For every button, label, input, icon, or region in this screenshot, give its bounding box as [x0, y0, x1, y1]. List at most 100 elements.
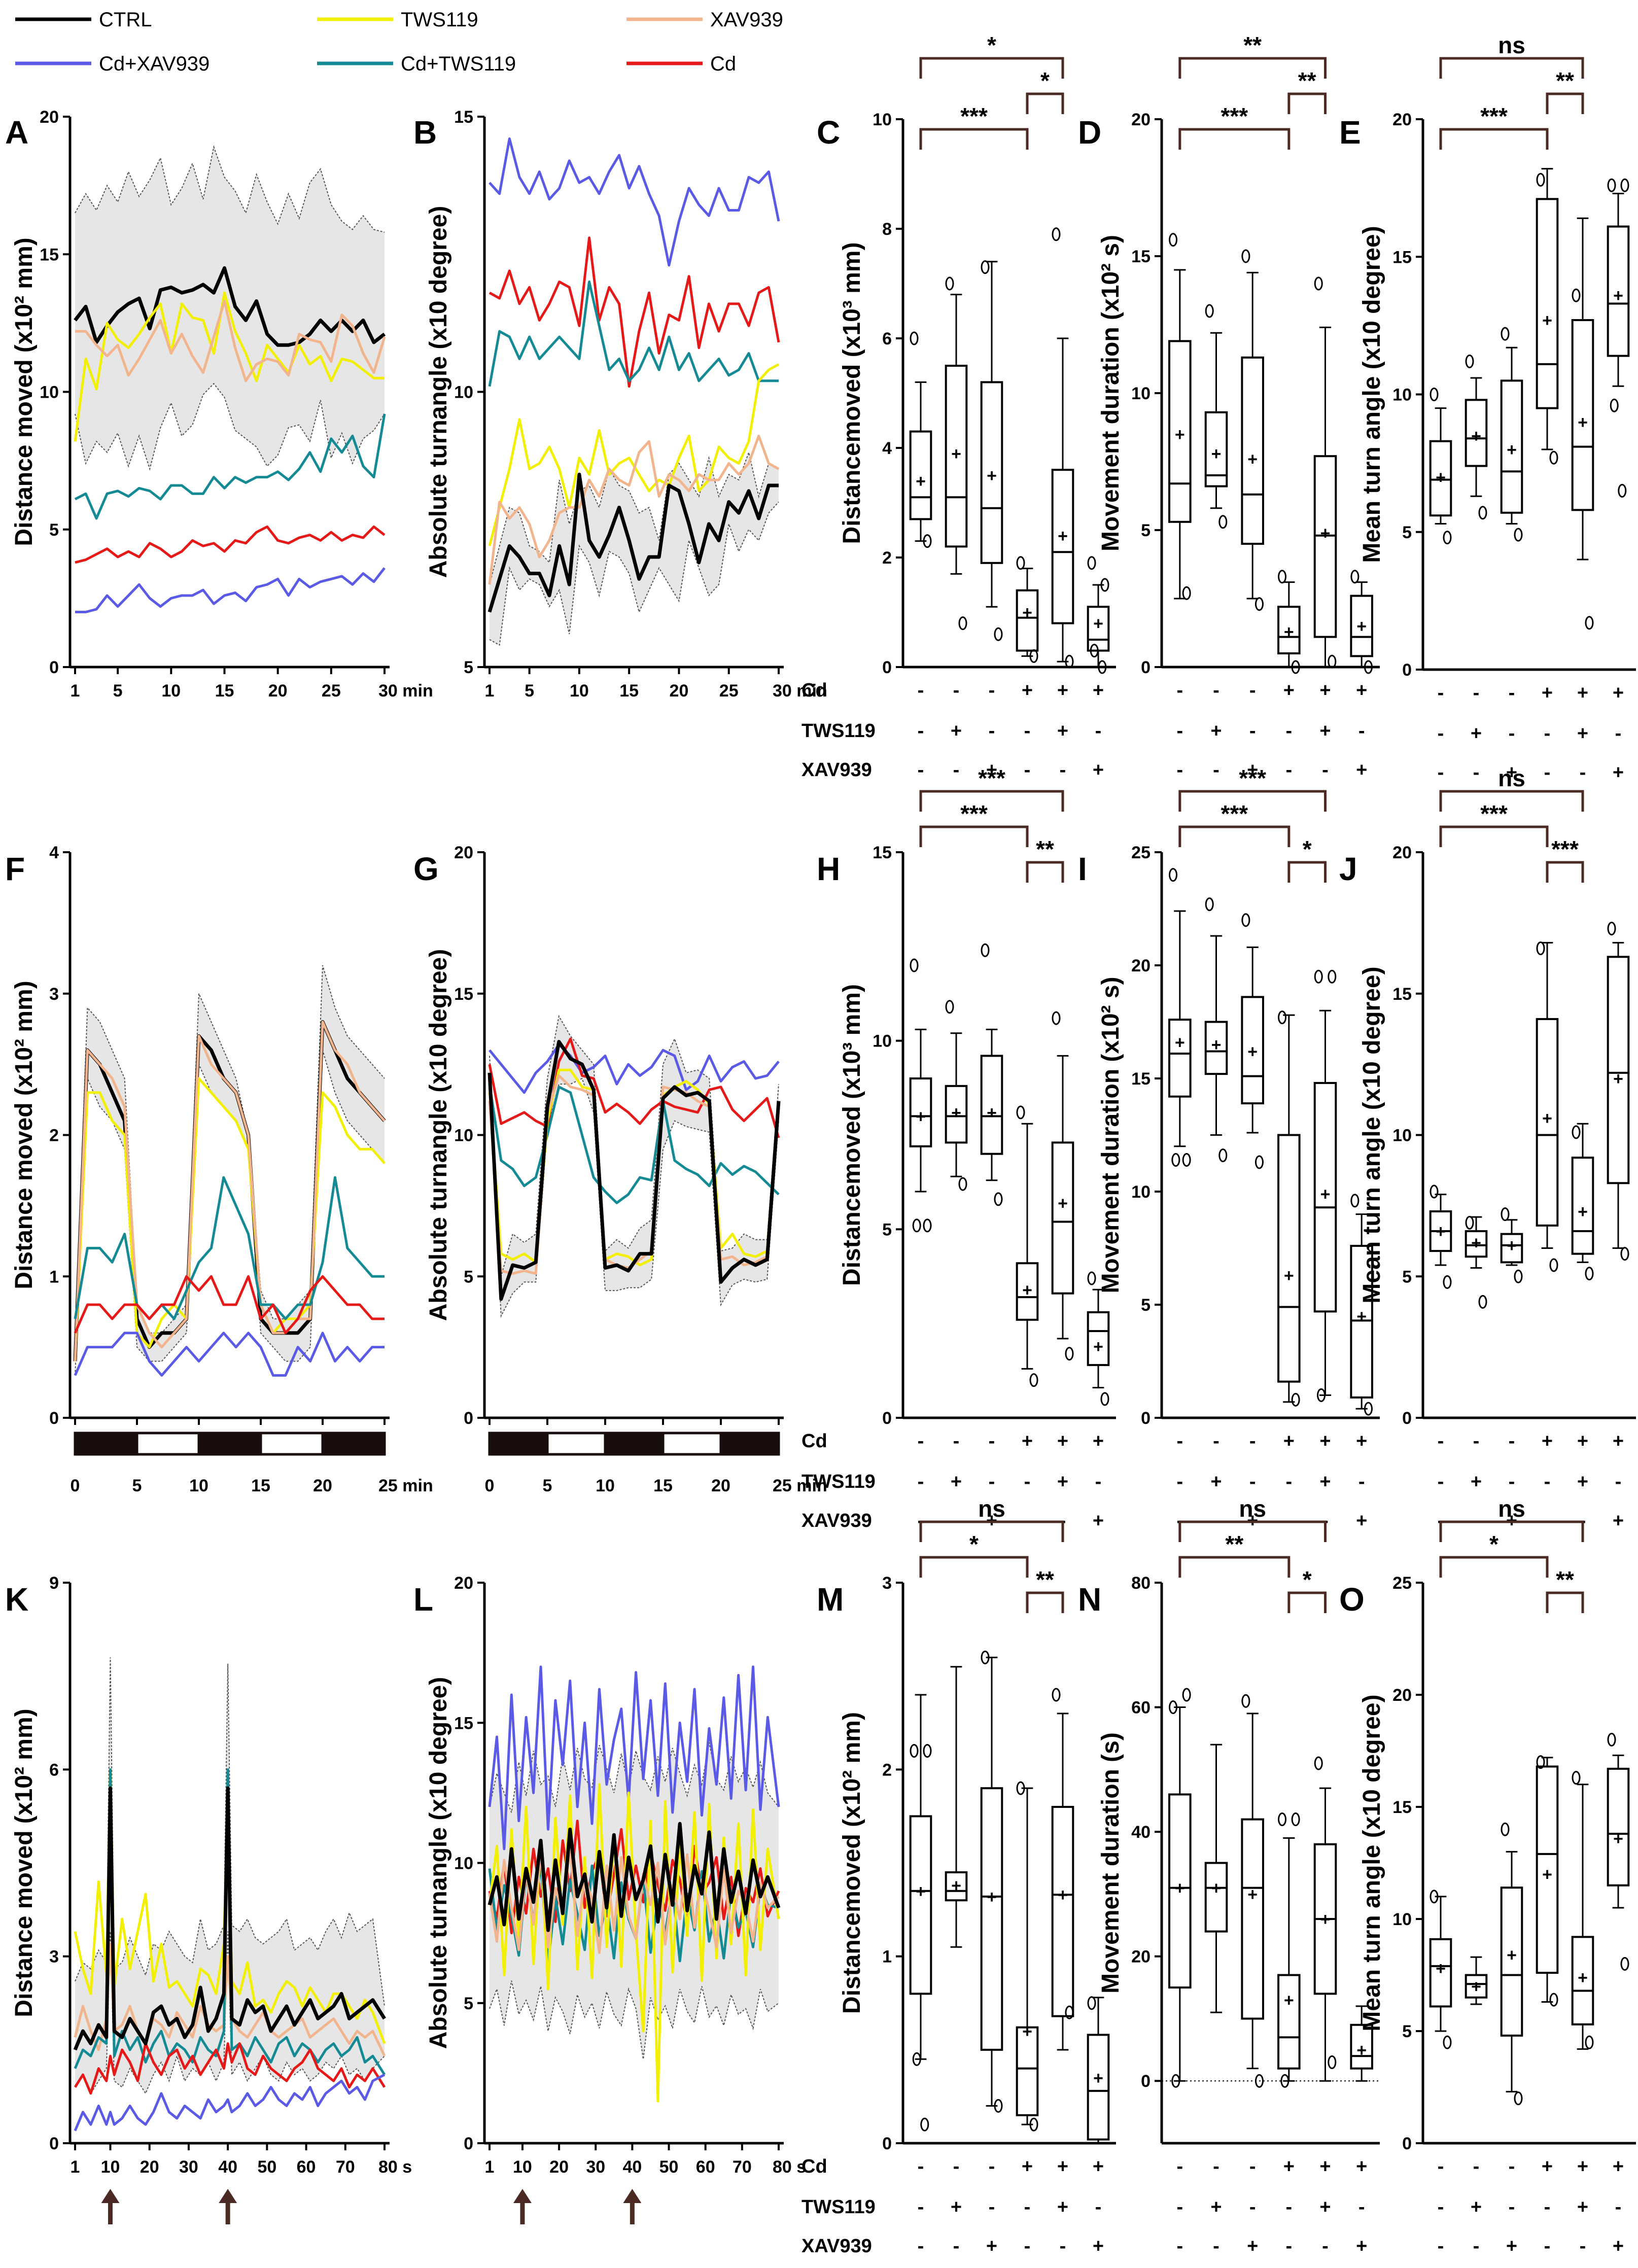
legend-item: TWS119 [317, 9, 478, 31]
box-iqr [1241, 996, 1264, 1105]
panel-letter: B [413, 114, 437, 151]
treatment-sign: - [918, 1471, 924, 1492]
treatment-sign: - [1544, 762, 1551, 783]
mean-marker: + [1471, 1233, 1481, 1252]
box-iqr [1350, 2023, 1373, 2070]
outlier-point [1514, 528, 1523, 542]
ctrl-sem-upper [489, 1742, 779, 1813]
box-plot: + [1350, 2005, 1373, 2082]
y-tick-label: 10 [1131, 384, 1151, 403]
x-tick-label: 15 [215, 681, 234, 701]
y-tick-label: 0 [1402, 2134, 1412, 2153]
legend-label: CTRL [99, 9, 152, 31]
mean-marker: + [1356, 1307, 1367, 1326]
legend: CTRL TWS119 XAV939 Cd+XAV939 Cd+TWS119 Cd [15, 9, 783, 75]
panel-letter: E [1339, 114, 1361, 151]
treatment-sign: - [1358, 720, 1365, 742]
box-iqr [1571, 1157, 1594, 1255]
mean-marker: + [951, 444, 961, 464]
treatment-sign: - [1358, 2196, 1365, 2218]
significance-bracket: *** [919, 800, 1029, 847]
treatment-sign: - [953, 1430, 960, 1452]
treatment-sign: + [1057, 2156, 1068, 2177]
y-tick-label: 5 [1141, 1296, 1151, 1315]
box-plot: + [1571, 1771, 1594, 2050]
outlier-point [1443, 2035, 1452, 2049]
treatment-sign: + [1093, 1510, 1104, 1531]
mean-marker: + [1175, 425, 1185, 444]
treatment-sign: - [1024, 2196, 1031, 2218]
outlier-point [1314, 1756, 1323, 1770]
mean-marker: + [1471, 427, 1481, 446]
box-iqr [1204, 1862, 1228, 1933]
outlier-point [1241, 249, 1250, 263]
outlier-point [1254, 2074, 1264, 2088]
significance-label: *** [1480, 103, 1508, 129]
treatment-sign: + [1613, 2236, 1624, 2257]
box-plot: + [980, 1650, 1003, 2113]
treatment-sign: - [1544, 723, 1551, 744]
treatment-sign: - [1286, 2196, 1293, 2218]
y-tick-label: 10 [40, 383, 59, 402]
treatment-row-label: Cd [801, 1430, 827, 1452]
treatment-sign: - [989, 2156, 995, 2177]
treatment-sign: + [1506, 2236, 1517, 2257]
treatment-row-label: TWS119 [801, 2196, 876, 2218]
outlier-point [1029, 2117, 1038, 2132]
box-iqr [1350, 1245, 1373, 1399]
significance-label: * [1040, 67, 1050, 94]
box-plot: + [1500, 1207, 1523, 1283]
treatment-sign: + [1613, 1430, 1624, 1452]
significance-label: ** [1036, 836, 1054, 862]
series-line-cd-xav939 [74, 2073, 386, 2132]
box-iqr [1607, 1767, 1630, 1887]
box-iqr [1571, 319, 1594, 511]
outlier-point [1536, 1755, 1545, 1769]
treatment-sign: + [1057, 720, 1068, 742]
significance-label: ns [1498, 1495, 1525, 1522]
treatment-table: - - - + + +- + - - + -- - + - - + [1438, 1430, 1624, 1531]
outlier-point [1430, 1890, 1439, 1904]
box-iqr [1465, 399, 1488, 467]
significance-bracket: *** [1178, 800, 1291, 847]
panel-l: L 0 5 10 15 20 1 10 20 30 40 50 60 70 80 s Absolute tur… [413, 1574, 806, 2224]
box-plot: + [1313, 969, 1337, 1402]
y-tick-label: 10 [873, 1032, 892, 1051]
x-tick-label: 1 [71, 2157, 80, 2177]
treatment-sign: - [1509, 723, 1515, 744]
arrow-head [513, 2189, 532, 2203]
mean-marker: + [1542, 1109, 1552, 1128]
x-tick-label: 50 [257, 2157, 276, 2177]
treatment-sign: + [1319, 1471, 1331, 1492]
treatment-sign: + [1613, 2156, 1624, 2177]
box-plot: + [1087, 556, 1110, 674]
mean-marker: + [1211, 1035, 1222, 1055]
outlier-point [1536, 172, 1545, 187]
treatment-row-label: XAV939 [801, 1510, 872, 1531]
box-plot: + [1465, 1956, 1488, 2005]
treatment-sign: + [1283, 1430, 1295, 1452]
panel-letter: N [1078, 1581, 1101, 1618]
treatment-sign: + [1093, 1430, 1104, 1452]
treatment-sign: - [918, 2156, 924, 2177]
significance-bracket: ** [1546, 67, 1584, 114]
outlier-point [1620, 1247, 1629, 1261]
y-tick-label: 2 [49, 1126, 59, 1145]
box-plot: + [1051, 1688, 1074, 2051]
panel-letter: F [5, 851, 25, 887]
box-plot: + [1168, 868, 1192, 1167]
mean-marker: + [1022, 1280, 1032, 1300]
outlier-point [1169, 1700, 1178, 1715]
treatment-table: - - - + + +- + - - + -- - + - - + [1177, 2156, 1368, 2257]
outlier-point [1016, 1781, 1025, 1795]
outlier-point [1430, 1184, 1439, 1199]
y-tick-label: 25 [1392, 1574, 1412, 1593]
treatment-sign: - [1213, 1430, 1219, 1452]
outlier-point [981, 943, 990, 957]
arrow-head [101, 2189, 120, 2203]
outlier-point [1501, 1822, 1510, 1836]
panel-letter: G [413, 851, 439, 887]
box-plot: + [1168, 233, 1192, 600]
x-tick-label: 15 [653, 1476, 673, 1495]
mean-marker: + [1093, 2069, 1103, 2088]
